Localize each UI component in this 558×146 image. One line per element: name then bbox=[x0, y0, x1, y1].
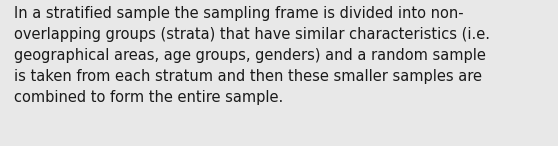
Text: In a stratified sample the sampling frame is divided into non-
overlapping group: In a stratified sample the sampling fram… bbox=[14, 6, 490, 105]
